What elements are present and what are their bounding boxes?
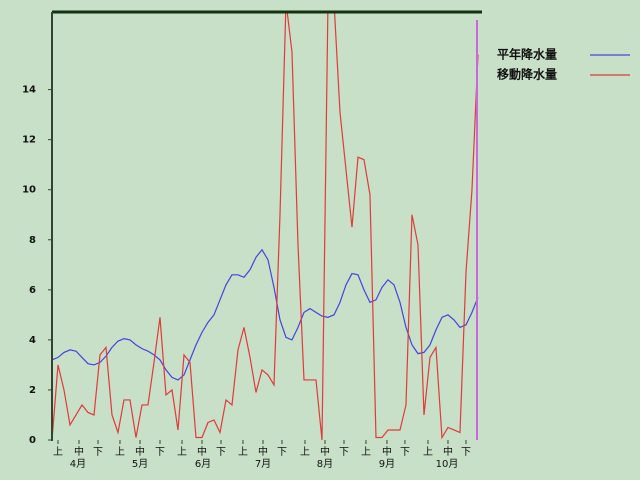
x-tick-label: 下 <box>277 447 287 458</box>
x-tick-label: 中 <box>320 445 330 458</box>
x-tick-label: 上 <box>115 446 125 458</box>
plot-area <box>52 12 479 441</box>
legend-label: 移動降水量 <box>497 67 557 82</box>
x-tick-label: 中 <box>135 445 145 458</box>
x-tick-label: 中 <box>74 445 84 458</box>
month-label: 5月 <box>132 458 148 470</box>
series-line <box>52 248 479 381</box>
month-label: 8月 <box>317 458 333 470</box>
y-tick-label: 2 <box>29 385 36 396</box>
x-tick-label: 上 <box>300 446 310 458</box>
x-tick-label: 上 <box>177 446 187 458</box>
month-label: 10月 <box>436 458 459 470</box>
x-tick-label: 上 <box>238 446 248 458</box>
y-tick-label: 10 <box>22 185 36 196</box>
series-line <box>52 12 479 441</box>
y-tick-label: 4 <box>29 335 36 346</box>
y-tick-label: 0 <box>29 435 36 446</box>
x-tick-label: 上 <box>423 446 433 458</box>
month-label: 7月 <box>255 458 271 470</box>
x-tick-label: 下 <box>400 447 410 458</box>
month-label: 4月 <box>70 458 86 470</box>
x-tick-label: 下 <box>339 447 349 458</box>
x-tick-label: 中 <box>258 445 268 458</box>
y-tick-label: 14 <box>22 85 36 96</box>
y-tick-label: 8 <box>29 235 36 246</box>
x-tick-label: 中 <box>382 445 392 458</box>
x-tick-label: 下 <box>155 447 165 458</box>
y-tick-label: 6 <box>29 285 36 296</box>
x-tick-label: 下 <box>93 447 103 458</box>
month-label: 9月 <box>379 458 395 470</box>
y-tick-label: 12 <box>22 135 36 146</box>
x-tick-label: 中 <box>443 445 453 458</box>
month-label: 6月 <box>195 458 211 470</box>
x-tick-label: 下 <box>461 447 471 458</box>
x-tick-label: 中 <box>197 445 207 458</box>
x-tick-label: 上 <box>361 446 371 458</box>
x-tick-label: 下 <box>216 447 226 458</box>
legend-label: 平年降水量 <box>497 47 557 62</box>
x-tick-label: 上 <box>53 446 63 458</box>
